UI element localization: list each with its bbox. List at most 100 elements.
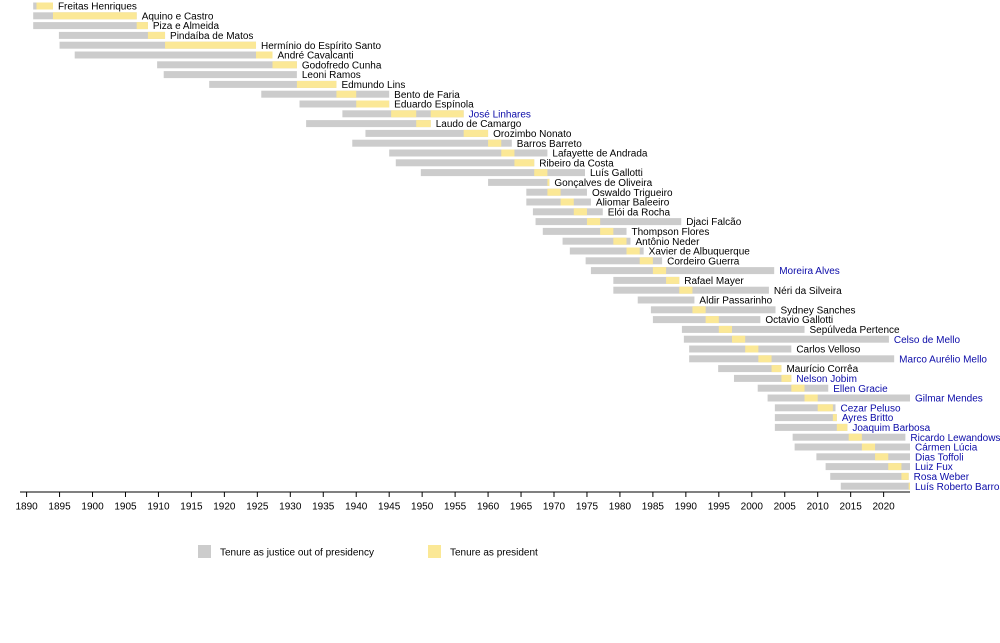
justice-name: Rafael Mayer xyxy=(684,276,744,287)
presidency-bar xyxy=(817,404,833,412)
justice-name: Lafayette de Andrada xyxy=(552,149,648,160)
presidency-bar xyxy=(832,414,837,422)
justice-name[interactable]: Nelson Jobim xyxy=(796,374,857,385)
presidency-bar xyxy=(547,178,550,186)
justice-name[interactable]: Dias Toffoli xyxy=(915,452,964,463)
justice-name[interactable]: Rosa Weber xyxy=(914,472,970,483)
x-tick-label: 1920 xyxy=(213,502,236,513)
x-tick-label: 1910 xyxy=(147,502,170,513)
tenure-bar xyxy=(352,139,512,147)
x-tick-label: 1975 xyxy=(576,502,599,513)
tenure-bar xyxy=(526,198,591,206)
presidency-bar xyxy=(136,22,148,30)
tenure-bar xyxy=(637,296,695,304)
presidency-bar xyxy=(848,433,862,441)
justice-name: Elói da Rocha xyxy=(608,207,671,218)
justice-name[interactable]: Joaquim Barbosa xyxy=(852,423,930,434)
x-tick-label: 2010 xyxy=(807,502,830,513)
justice-name: Godofredo Cunha xyxy=(302,60,382,71)
justice-name: Sepúlveda Pertence xyxy=(810,325,901,336)
tenure-bar xyxy=(689,355,895,363)
x-tick-label: 1935 xyxy=(312,502,335,513)
justice-name[interactable]: Marco Aurélio Mello xyxy=(899,354,987,365)
presidency-bar xyxy=(560,198,574,206)
justice-name: Luís Gallotti xyxy=(590,168,643,179)
justice-name: Aliomar Baleeiro xyxy=(596,198,670,209)
justice-name[interactable]: Cezar Peluso xyxy=(841,403,901,414)
tenure-bar xyxy=(767,394,910,402)
x-tick-label: 1955 xyxy=(444,502,467,513)
tenure-bar xyxy=(389,149,548,157)
tenure-bar xyxy=(59,41,257,49)
tenure-bar xyxy=(542,227,627,235)
tenure-bar xyxy=(840,482,910,490)
x-tick-label: 1900 xyxy=(81,502,104,513)
justice-name[interactable]: Ricardo Lewandowski xyxy=(910,433,1000,444)
presidency-bar xyxy=(888,463,902,471)
tenure-bar xyxy=(488,178,550,186)
tenure-bar xyxy=(33,22,148,30)
tenure-bar xyxy=(299,100,390,108)
x-tick-label: 1945 xyxy=(378,502,401,513)
justice-name[interactable]: Ellen Gracie xyxy=(833,384,888,395)
tenure-bar xyxy=(209,80,337,88)
justice-name: Freitas Henriques xyxy=(58,2,137,13)
presidency-bar xyxy=(36,2,53,10)
justice-name: Hermínio do Espírito Santo xyxy=(261,41,381,52)
legend-swatch xyxy=(428,545,441,558)
presidency-bar xyxy=(758,355,772,363)
justice-name[interactable]: Moreira Alves xyxy=(779,266,840,277)
justice-name: Eduardo Espínola xyxy=(394,100,474,111)
tenure-bar xyxy=(718,365,782,373)
x-tick-label: 1950 xyxy=(411,502,434,513)
justice-name[interactable]: Luís Roberto Barroso xyxy=(915,482,1000,493)
justice-name[interactable]: José Linhares xyxy=(469,109,531,120)
justice-name: Barros Barreto xyxy=(517,139,582,150)
x-tick-label: 1895 xyxy=(48,502,71,513)
presidency-bar xyxy=(705,316,719,324)
justice-name[interactable]: Gilmar Mendes xyxy=(915,394,983,405)
tenure-bar xyxy=(733,374,792,382)
justice-name: Bento de Faria xyxy=(394,90,460,101)
justice-name: Antônio Neder xyxy=(635,237,700,248)
justice-name: Néri da Silveira xyxy=(774,286,842,297)
presidency-bar xyxy=(836,423,848,431)
justice-name: Aldir Passarinho xyxy=(699,296,772,307)
justice-name[interactable]: Celso de Mello xyxy=(894,335,961,346)
x-tick-label: 1970 xyxy=(543,502,566,513)
tenure-bar xyxy=(681,325,805,333)
justice-name[interactable]: Cármen Lúcia xyxy=(915,443,978,454)
tenure-bar xyxy=(774,414,837,422)
presidency-bar xyxy=(147,31,166,39)
tenure-bar xyxy=(163,71,297,79)
presidency-bar xyxy=(573,208,587,216)
presidency-bar xyxy=(463,129,489,137)
tenure-bar xyxy=(590,267,775,275)
x-tick-label: 2015 xyxy=(840,502,863,513)
tenure-bar xyxy=(535,218,682,226)
legend-swatch xyxy=(198,545,211,558)
presidency-bar xyxy=(256,51,273,59)
justice-name: Ribeiro da Costa xyxy=(539,158,614,169)
x-tick-label: 1940 xyxy=(345,502,368,513)
presidency-bar xyxy=(745,345,759,353)
presidency-bar xyxy=(875,453,889,461)
x-tick-label: 1890 xyxy=(15,502,38,513)
tenure-bar xyxy=(157,61,297,69)
justice-name: Thompson Flores xyxy=(632,227,710,238)
justice-name: Piza e Almeida xyxy=(153,21,220,32)
presidency-bar xyxy=(718,325,732,333)
justice-name[interactable]: Ayres Britto xyxy=(842,413,894,424)
presidency-bar xyxy=(666,276,680,284)
justice-name: Gonçalves de Oliveira xyxy=(554,178,652,189)
x-tick-label: 2005 xyxy=(774,502,797,513)
tenure-bar xyxy=(683,335,889,343)
presidency-bar xyxy=(600,227,614,235)
presidency-bar xyxy=(639,257,653,265)
tenure-bar xyxy=(58,31,166,39)
presidency-bar xyxy=(336,90,357,98)
tenure-bar xyxy=(830,472,909,480)
justice-name[interactable]: Luiz Fux xyxy=(915,462,953,473)
presidency-bar xyxy=(356,100,390,108)
